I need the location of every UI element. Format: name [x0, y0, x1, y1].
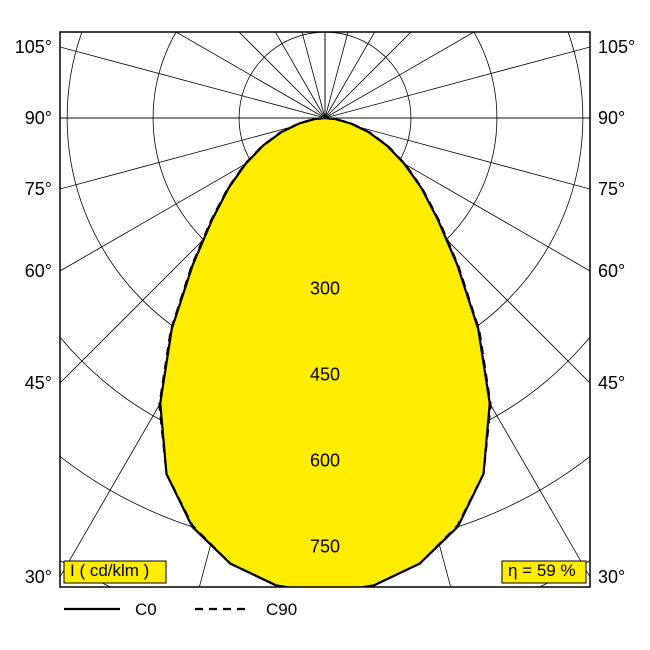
legend-c90-label: C90	[266, 600, 297, 619]
badge-efficiency-text: η = 59 %	[508, 561, 576, 580]
angle-label-left: 45°	[25, 373, 52, 393]
angle-label-right: 75°	[598, 179, 625, 199]
legend-c0-label: C0	[135, 600, 157, 619]
angle-label-right: 90°	[598, 108, 625, 128]
angle-label-left: 75°	[25, 179, 52, 199]
ring-label: 300	[310, 279, 340, 299]
ring-label: 600	[310, 451, 340, 471]
angle-label-right: 30°	[598, 567, 625, 587]
angle-label-right: 105°	[598, 37, 635, 57]
angle-label-left: 90°	[25, 108, 52, 128]
angle-label-left: 105°	[15, 37, 52, 57]
ring-label: 450	[310, 365, 340, 385]
badge-units-text: I ( cd/klm )	[70, 561, 149, 580]
ring-label: 750	[310, 537, 340, 557]
angle-label-left: 60°	[25, 261, 52, 281]
angle-label-right: 60°	[598, 261, 625, 281]
angle-label-left: 30°	[25, 567, 52, 587]
angle-label-right: 45°	[598, 373, 625, 393]
series-c0	[160, 118, 489, 594]
